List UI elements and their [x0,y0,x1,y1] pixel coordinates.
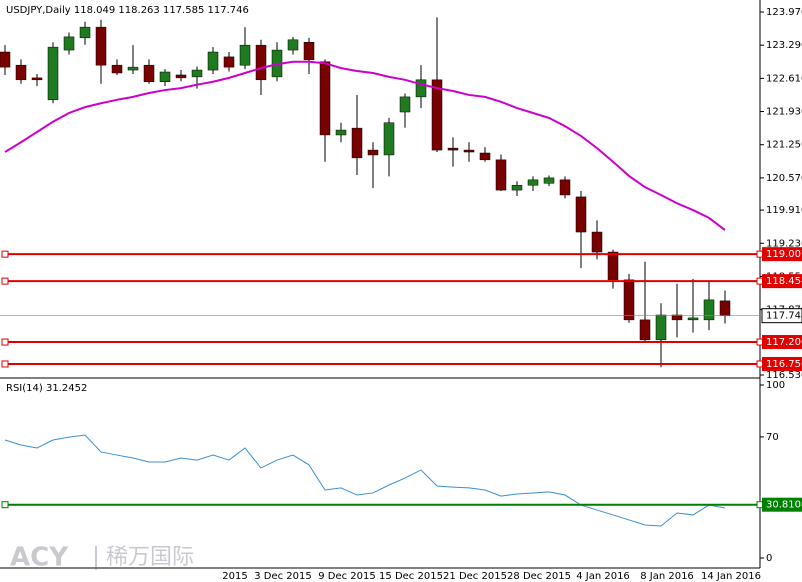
candle-body [527,179,539,186]
current-price-label: 117.746 [766,311,802,322]
candle-body [399,96,411,113]
x-tick-label: 14 Jan 2016 [701,571,761,582]
candle-body [671,314,683,321]
x-tick-label: 28 Dec 2015 [507,571,571,582]
candle-body [111,64,123,74]
y-tick-label: 0 [766,553,772,564]
x-tick-label: 9 Dec 2015 [318,571,376,582]
candle-body [719,300,731,316]
level-label: 117.206 [766,337,802,348]
candle-body [511,184,523,191]
y-tick-label: 123.290 [766,40,802,51]
rsi-title: RSI(14) 31.2452 [6,383,87,394]
x-tick-label: 4 Jan 2016 [576,571,630,582]
level-label: 119.007 [766,249,802,260]
candle-body [287,39,299,51]
candle-body [367,149,379,156]
x-tick-label: 2015 [222,571,247,582]
chart-title: USDJPY,Daily 118.049 118.263 117.585 117… [6,5,249,16]
x-tick-label: 21 Dec 2015 [443,571,507,582]
candle-body [543,177,555,184]
level-chip [762,247,802,262]
level-label: 30.8108 [766,500,802,511]
y-tick-label: 121.930 [766,107,802,118]
level-chip [762,335,802,350]
candle-body [415,79,427,98]
candle-body [31,77,43,81]
candle-body [623,279,635,321]
level-chip [762,274,802,289]
level-label: 116.756 [766,359,802,370]
candle-body [575,196,587,233]
candle-body [655,314,667,341]
candle-body [479,152,491,161]
x-tick-label: 3 Dec 2015 [254,571,312,582]
candle-body [143,64,155,83]
candle-body [431,79,443,151]
candle-body [207,51,219,71]
y-tick-label: 123.970 [766,7,802,18]
candle-body [351,127,363,159]
candle-body [63,36,75,51]
y-tick-label: 70 [766,432,779,443]
x-tick-label: 8 Jan 2016 [640,571,694,582]
candle-body [607,251,619,281]
candle-body [95,26,107,66]
level-handle [1,360,9,368]
candle-body [639,319,651,341]
candle-body [495,159,507,191]
candle-body [159,71,171,83]
candle-body [703,299,715,321]
y-tick-label: 122.610 [766,73,802,84]
candle-body [191,69,203,78]
candle-body [687,317,699,321]
rsi-line [4,434,726,527]
candle-body [303,42,315,61]
candle-body [559,179,571,196]
candle-body [127,66,139,71]
level-handle [1,338,9,346]
candle-body [591,231,603,253]
level-chip [762,497,802,512]
moving-average [4,60,726,231]
candle-body [335,129,347,136]
y-tick-label: 119.230 [766,238,802,249]
candle-body [255,44,267,81]
y-tick-label: 100 [766,380,785,391]
candle-body [319,61,331,136]
level-handle [1,501,9,509]
candle-body [79,26,91,39]
candle-body [239,44,251,66]
candle-body [223,56,235,68]
y-tick-label: 116.530 [766,370,802,381]
level-chip [762,356,802,371]
level-handle [1,277,9,285]
current-price-chip [761,308,802,324]
watermark-brand: ACY [10,543,69,573]
watermark: ACY 稀万国际 [10,543,194,573]
level-label: 118.454 [766,276,802,287]
y-tick-label: 121.250 [766,140,802,151]
candle-body [383,122,395,156]
candle-body [0,51,11,68]
level-handle [1,250,9,258]
candle-body [175,74,187,79]
y-tick-label: 119.910 [766,205,802,216]
candle-body [15,64,27,81]
candle-body [463,149,475,153]
candle-body [447,147,459,151]
candle-body [47,46,59,101]
watermark-name: 稀万国际 [106,545,194,570]
x-tick-label: 15 Dec 2015 [379,571,443,582]
y-tick-label: 120.570 [766,173,802,184]
